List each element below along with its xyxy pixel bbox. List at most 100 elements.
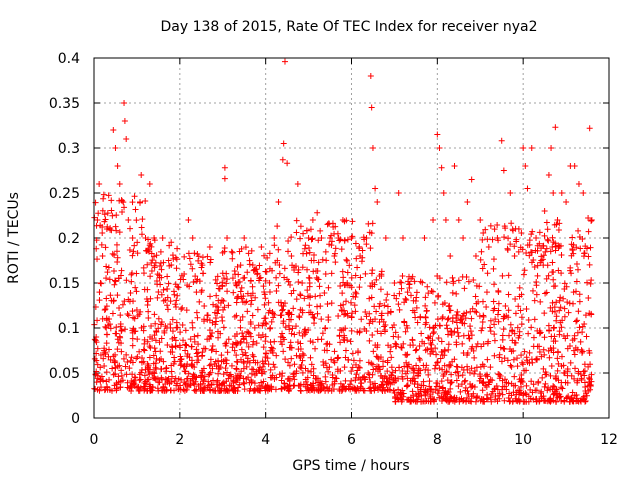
data-point [422,392,429,399]
data-point [152,320,159,327]
data-point [132,284,139,291]
data-point [233,299,240,306]
data-point [169,316,176,323]
data-point [366,320,373,327]
data-point [356,284,363,291]
data-point [542,380,549,387]
data-point [505,307,512,314]
data-point [213,318,220,325]
data-point [383,296,390,303]
data-point [400,340,407,347]
data-point [281,300,288,307]
data-point [173,319,180,326]
data-point [368,294,375,301]
data-point [111,251,118,258]
data-point [556,328,563,335]
data-point [192,273,199,280]
data-point [443,279,450,286]
data-point [438,338,445,345]
data-point [558,379,565,386]
data-point [264,355,271,362]
data-point [105,346,112,353]
data-point [306,302,313,309]
data-point [548,145,555,151]
data-point [571,332,578,339]
data-point [103,378,110,385]
data-point [118,340,125,347]
data-point [137,376,144,383]
data-point [588,217,595,223]
data-point [188,362,195,369]
data-point [406,285,413,292]
data-point [542,248,549,255]
data-point [340,326,347,333]
data-point [129,308,136,315]
data-point [361,373,368,380]
data-point [244,269,251,276]
data-point [358,379,365,386]
data-point [392,367,399,374]
data-point [315,237,322,244]
data-point [261,289,268,296]
data-point [245,250,252,257]
data-point [173,382,180,389]
data-point [412,298,419,304]
data-point [530,381,537,388]
data-point [310,314,317,321]
data-point [213,303,220,310]
data-point [373,308,380,315]
data-point [437,355,444,362]
data-point [320,362,327,369]
data-point [195,341,202,348]
data-point [278,386,285,393]
data-point [380,358,387,365]
data-point [150,253,157,260]
grid [94,58,609,418]
data-point [512,296,519,303]
data-point [276,262,283,269]
data-point [505,380,512,387]
data-point [307,309,314,316]
data-point [318,316,325,323]
data-point [177,353,184,360]
data-point [113,248,120,255]
data-point [555,267,562,274]
data-point [563,283,570,290]
data-point [581,372,588,379]
data-point [451,398,458,405]
data-point [350,293,357,300]
data-point [439,385,446,392]
data-point [391,379,398,386]
data-point [100,195,107,202]
data-point [206,244,213,250]
data-point [567,267,574,274]
data-point [461,378,468,385]
data-point [96,181,103,187]
data-point [281,265,288,272]
data-point [239,313,246,320]
data-point [409,377,416,384]
data-point [288,234,295,241]
data-point [233,366,240,373]
data-point [121,298,128,305]
data-point [509,328,516,335]
data-point [546,354,553,361]
data-point [172,281,179,288]
data-point [248,297,255,304]
data-point [405,278,412,285]
data-point [500,167,507,174]
data-point [367,283,374,290]
data-point [147,333,154,340]
data-point [305,326,312,333]
data-point [451,163,458,169]
data-point [357,253,364,259]
data-point [136,199,143,206]
data-point [374,341,381,348]
data-point [367,387,374,394]
data-point [220,371,227,378]
data-point [570,242,577,249]
data-point [158,374,165,381]
data-point [456,396,463,403]
data-point [158,321,165,328]
data-point [513,391,520,398]
